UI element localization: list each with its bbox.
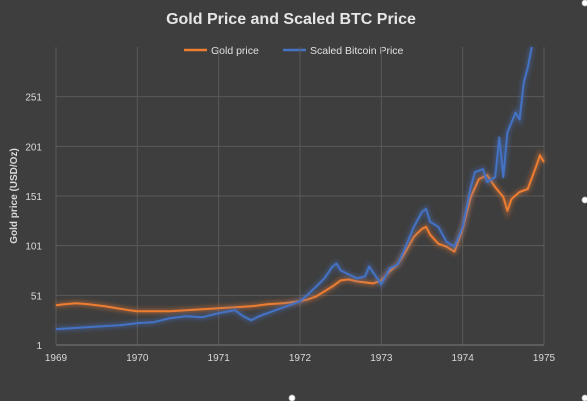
y-tick-label: 1 [36, 341, 42, 352]
gridlines [55, 47, 545, 346]
chart-title: Gold Price and Scaled BTC Price [166, 11, 416, 28]
resize-handle-top-right[interactable] [581, 0, 587, 7]
x-tick-label: 1975 [533, 353, 556, 364]
x-tick-label: 1974 [452, 353, 475, 364]
resize-handle-bottom[interactable] [288, 394, 296, 401]
y-tick-label: 201 [25, 142, 42, 153]
x-tick-label: 1970 [126, 353, 149, 364]
x-tick-label: 1973 [370, 353, 393, 364]
legend-label-btc: Scaled Bitcoin Price [310, 45, 404, 57]
x-tick-label: 1969 [45, 353, 68, 364]
selection-handles [288, 0, 587, 401]
resize-handle-bottom-right[interactable] [581, 394, 587, 401]
y-tick-label: 51 [31, 291, 43, 302]
series-scaled-btc-price [55, 46, 535, 332]
legend: Gold price Scaled Bitcoin Price [184, 45, 404, 57]
y-tick-label: 101 [25, 242, 42, 253]
y-axis-label: Gold price (USD/Oz) [9, 148, 20, 244]
y-tick-label: 151 [25, 192, 42, 203]
series-line [55, 46, 533, 331]
x-tick-label: 1972 [289, 353, 312, 364]
series-glow [55, 46, 535, 332]
legend-label-gold: Gold price [211, 45, 259, 57]
series-layer [55, 46, 547, 332]
resize-handle-right[interactable] [581, 196, 587, 204]
y-tick-label: 251 [25, 93, 42, 104]
x-tick-label: 1971 [208, 353, 231, 364]
